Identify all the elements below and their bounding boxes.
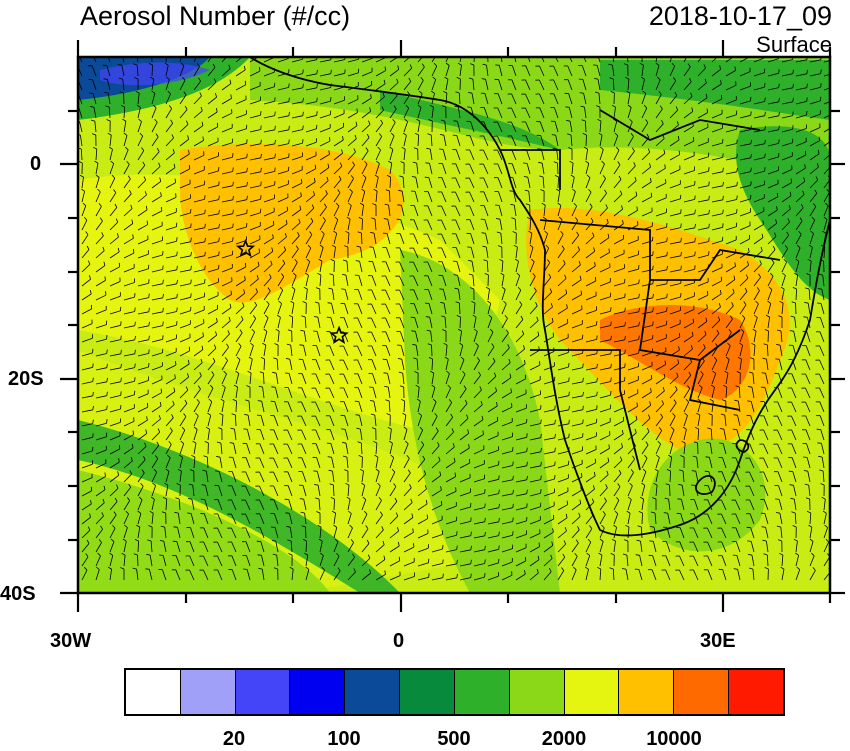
colorbar-swatch xyxy=(455,670,510,714)
colorbar-swatch xyxy=(236,670,291,714)
x-tick-label-30w: 30W xyxy=(50,630,91,652)
y-tick-label-0: 0 xyxy=(30,153,41,175)
colorbar-swatch xyxy=(619,670,674,714)
colorbar-swatch xyxy=(290,670,345,714)
colorbar xyxy=(124,668,785,716)
colorbar-label-10000: 10000 xyxy=(646,728,702,751)
colorbar-label-20: 20 xyxy=(223,728,245,751)
colorbar-swatch xyxy=(674,670,729,714)
colorbar-swatch xyxy=(729,670,783,714)
x-tick-label-0: 0 xyxy=(393,630,404,652)
colorbar-label-100: 100 xyxy=(327,728,360,751)
colorbar-swatch xyxy=(565,670,620,714)
colorbar-swatch xyxy=(181,670,236,714)
x-tick-label-30e: 30E xyxy=(700,630,736,652)
y-tick-label-40s: 40S xyxy=(0,583,36,605)
colorbar-label-500: 500 xyxy=(437,728,470,751)
aerosol-field xyxy=(78,57,830,593)
y-tick-label-20s: 20S xyxy=(8,368,44,390)
colorbar-swatch xyxy=(510,670,565,714)
colorbar-swatch xyxy=(345,670,400,714)
colorbar-swatch xyxy=(126,670,181,714)
colorbar-label-2000: 2000 xyxy=(542,728,587,751)
colorbar-swatch xyxy=(400,670,455,714)
